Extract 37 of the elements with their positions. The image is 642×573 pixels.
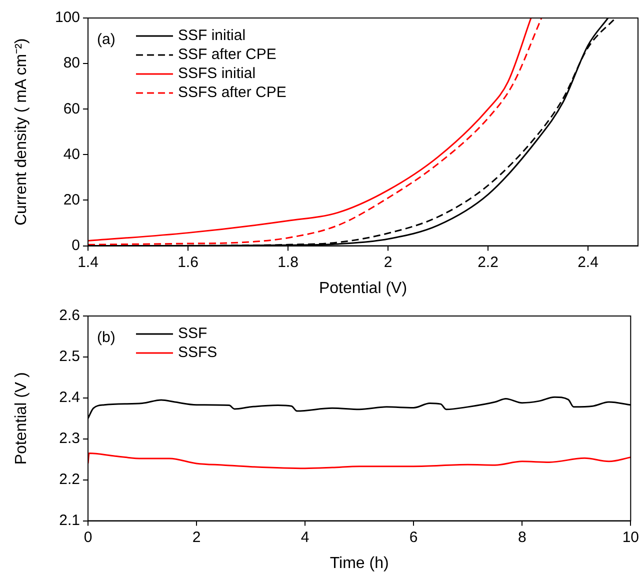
x-tick-label: 4 xyxy=(300,528,310,546)
x-tick-label: 2 xyxy=(192,528,201,546)
x-axis-title: Potential (V) xyxy=(318,280,408,297)
x-tick-label: 0 xyxy=(84,528,92,546)
y-tick-label: 2.3 xyxy=(59,430,80,448)
y-axis-title: Potential (V ) xyxy=(13,372,30,465)
y-tick-label: 40 xyxy=(63,146,80,163)
x-tick-label: 2.2 xyxy=(478,254,498,271)
y-axis-title: Current density ( mA cm⁻²) xyxy=(13,38,30,226)
x-tick-label: 10 xyxy=(622,528,639,546)
y-tick-label: 20 xyxy=(63,191,80,208)
legend-label: SSFS initial xyxy=(178,65,256,82)
annotation: (b) xyxy=(97,329,116,346)
legend-label: SSF xyxy=(178,325,208,342)
x-axis-title: Time (h) xyxy=(330,554,389,572)
y-tick-label: 2.1 xyxy=(59,512,80,529)
x-tick-label: 6 xyxy=(409,528,418,546)
y-tick-label: 80 xyxy=(63,54,80,72)
y-tick-label: 100 xyxy=(54,9,80,26)
legend-label: SSF after CPE xyxy=(178,46,276,64)
y-tick-label: 2.6 xyxy=(59,307,80,324)
legend-label: SSFS after CPE xyxy=(178,84,286,102)
legend-label: SSF initial xyxy=(178,27,246,44)
x-tick-label: 1.8 xyxy=(278,254,298,271)
y-tick-label: 2.2 xyxy=(59,470,80,488)
x-tick-label: 1.6 xyxy=(178,254,198,271)
y-tick-label: 2.5 xyxy=(59,348,80,366)
annotation: (a) xyxy=(97,31,116,48)
y-tick-label: 0 xyxy=(72,236,80,254)
x-tick-label: 1.4 xyxy=(78,254,98,271)
legend-label: SSFS xyxy=(178,344,218,362)
y-tick-label: 60 xyxy=(63,100,80,118)
line-series xyxy=(88,452,631,470)
x-tick-label: 2.4 xyxy=(578,254,598,271)
x-tick-label: 2 xyxy=(384,254,392,271)
x-tick-label: 8 xyxy=(518,528,526,546)
y-tick-label: 2.4 xyxy=(59,389,80,406)
